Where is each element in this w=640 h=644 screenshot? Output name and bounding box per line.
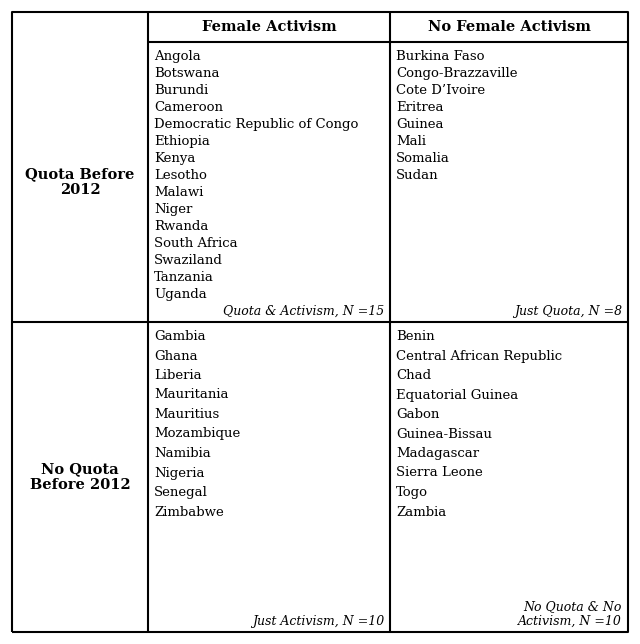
Text: Mali: Mali [396, 135, 426, 148]
Text: Swaziland: Swaziland [154, 254, 223, 267]
Text: Female Activism: Female Activism [202, 20, 336, 34]
Text: Sierra Leone: Sierra Leone [396, 466, 483, 480]
Text: Just Quota, N =8: Just Quota, N =8 [514, 305, 622, 318]
Text: Botswana: Botswana [154, 67, 220, 80]
Text: Congo-Brazzaville: Congo-Brazzaville [396, 67, 518, 80]
Text: Mauritania: Mauritania [154, 388, 228, 401]
Text: Sudan: Sudan [396, 169, 438, 182]
Text: Mauritius: Mauritius [154, 408, 220, 421]
Text: Guinea-Bissau: Guinea-Bissau [396, 428, 492, 440]
Text: Chad: Chad [396, 369, 431, 382]
Text: Cote D’Ivoire: Cote D’Ivoire [396, 84, 485, 97]
Text: Burkina Faso: Burkina Faso [396, 50, 484, 63]
Text: Zambia: Zambia [396, 506, 446, 518]
Text: No Female Activism: No Female Activism [428, 20, 591, 34]
Text: Tanzania: Tanzania [154, 271, 214, 284]
Text: Liberia: Liberia [154, 369, 202, 382]
Text: Madagascar: Madagascar [396, 447, 479, 460]
Text: Eritrea: Eritrea [396, 101, 444, 114]
Text: Ethiopia: Ethiopia [154, 135, 210, 148]
Text: Nigeria: Nigeria [154, 466, 205, 480]
Text: Somalia: Somalia [396, 152, 450, 165]
Text: Quota & Activism, N =15: Quota & Activism, N =15 [223, 305, 384, 318]
Text: Togo: Togo [396, 486, 428, 499]
Text: Ghana: Ghana [154, 350, 198, 363]
Text: Benin: Benin [396, 330, 435, 343]
Text: Central African Republic: Central African Republic [396, 350, 562, 363]
Text: Lesotho: Lesotho [154, 169, 207, 182]
Text: No Quota
Before 2012: No Quota Before 2012 [29, 462, 131, 492]
Text: Malawi: Malawi [154, 186, 204, 199]
Text: Guinea: Guinea [396, 118, 444, 131]
Text: Equatorial Guinea: Equatorial Guinea [396, 388, 518, 401]
Text: Democratic Republic of Congo: Democratic Republic of Congo [154, 118, 358, 131]
Text: Just Activism, N =10: Just Activism, N =10 [252, 615, 384, 628]
Text: Uganda: Uganda [154, 288, 207, 301]
Text: No Quota & No
Activism, N =10: No Quota & No Activism, N =10 [518, 600, 622, 628]
Text: Kenya: Kenya [154, 152, 195, 165]
Text: Mozambique: Mozambique [154, 428, 240, 440]
Text: Cameroon: Cameroon [154, 101, 223, 114]
Text: Quota Before
2012: Quota Before 2012 [26, 167, 134, 197]
Text: Burundi: Burundi [154, 84, 208, 97]
Text: Angola: Angola [154, 50, 201, 63]
Text: South Africa: South Africa [154, 237, 237, 250]
Text: Niger: Niger [154, 203, 193, 216]
Text: Senegal: Senegal [154, 486, 208, 499]
Text: Gambia: Gambia [154, 330, 205, 343]
Text: Gabon: Gabon [396, 408, 440, 421]
Text: Namibia: Namibia [154, 447, 211, 460]
Text: Zimbabwe: Zimbabwe [154, 506, 224, 518]
Text: Rwanda: Rwanda [154, 220, 209, 233]
